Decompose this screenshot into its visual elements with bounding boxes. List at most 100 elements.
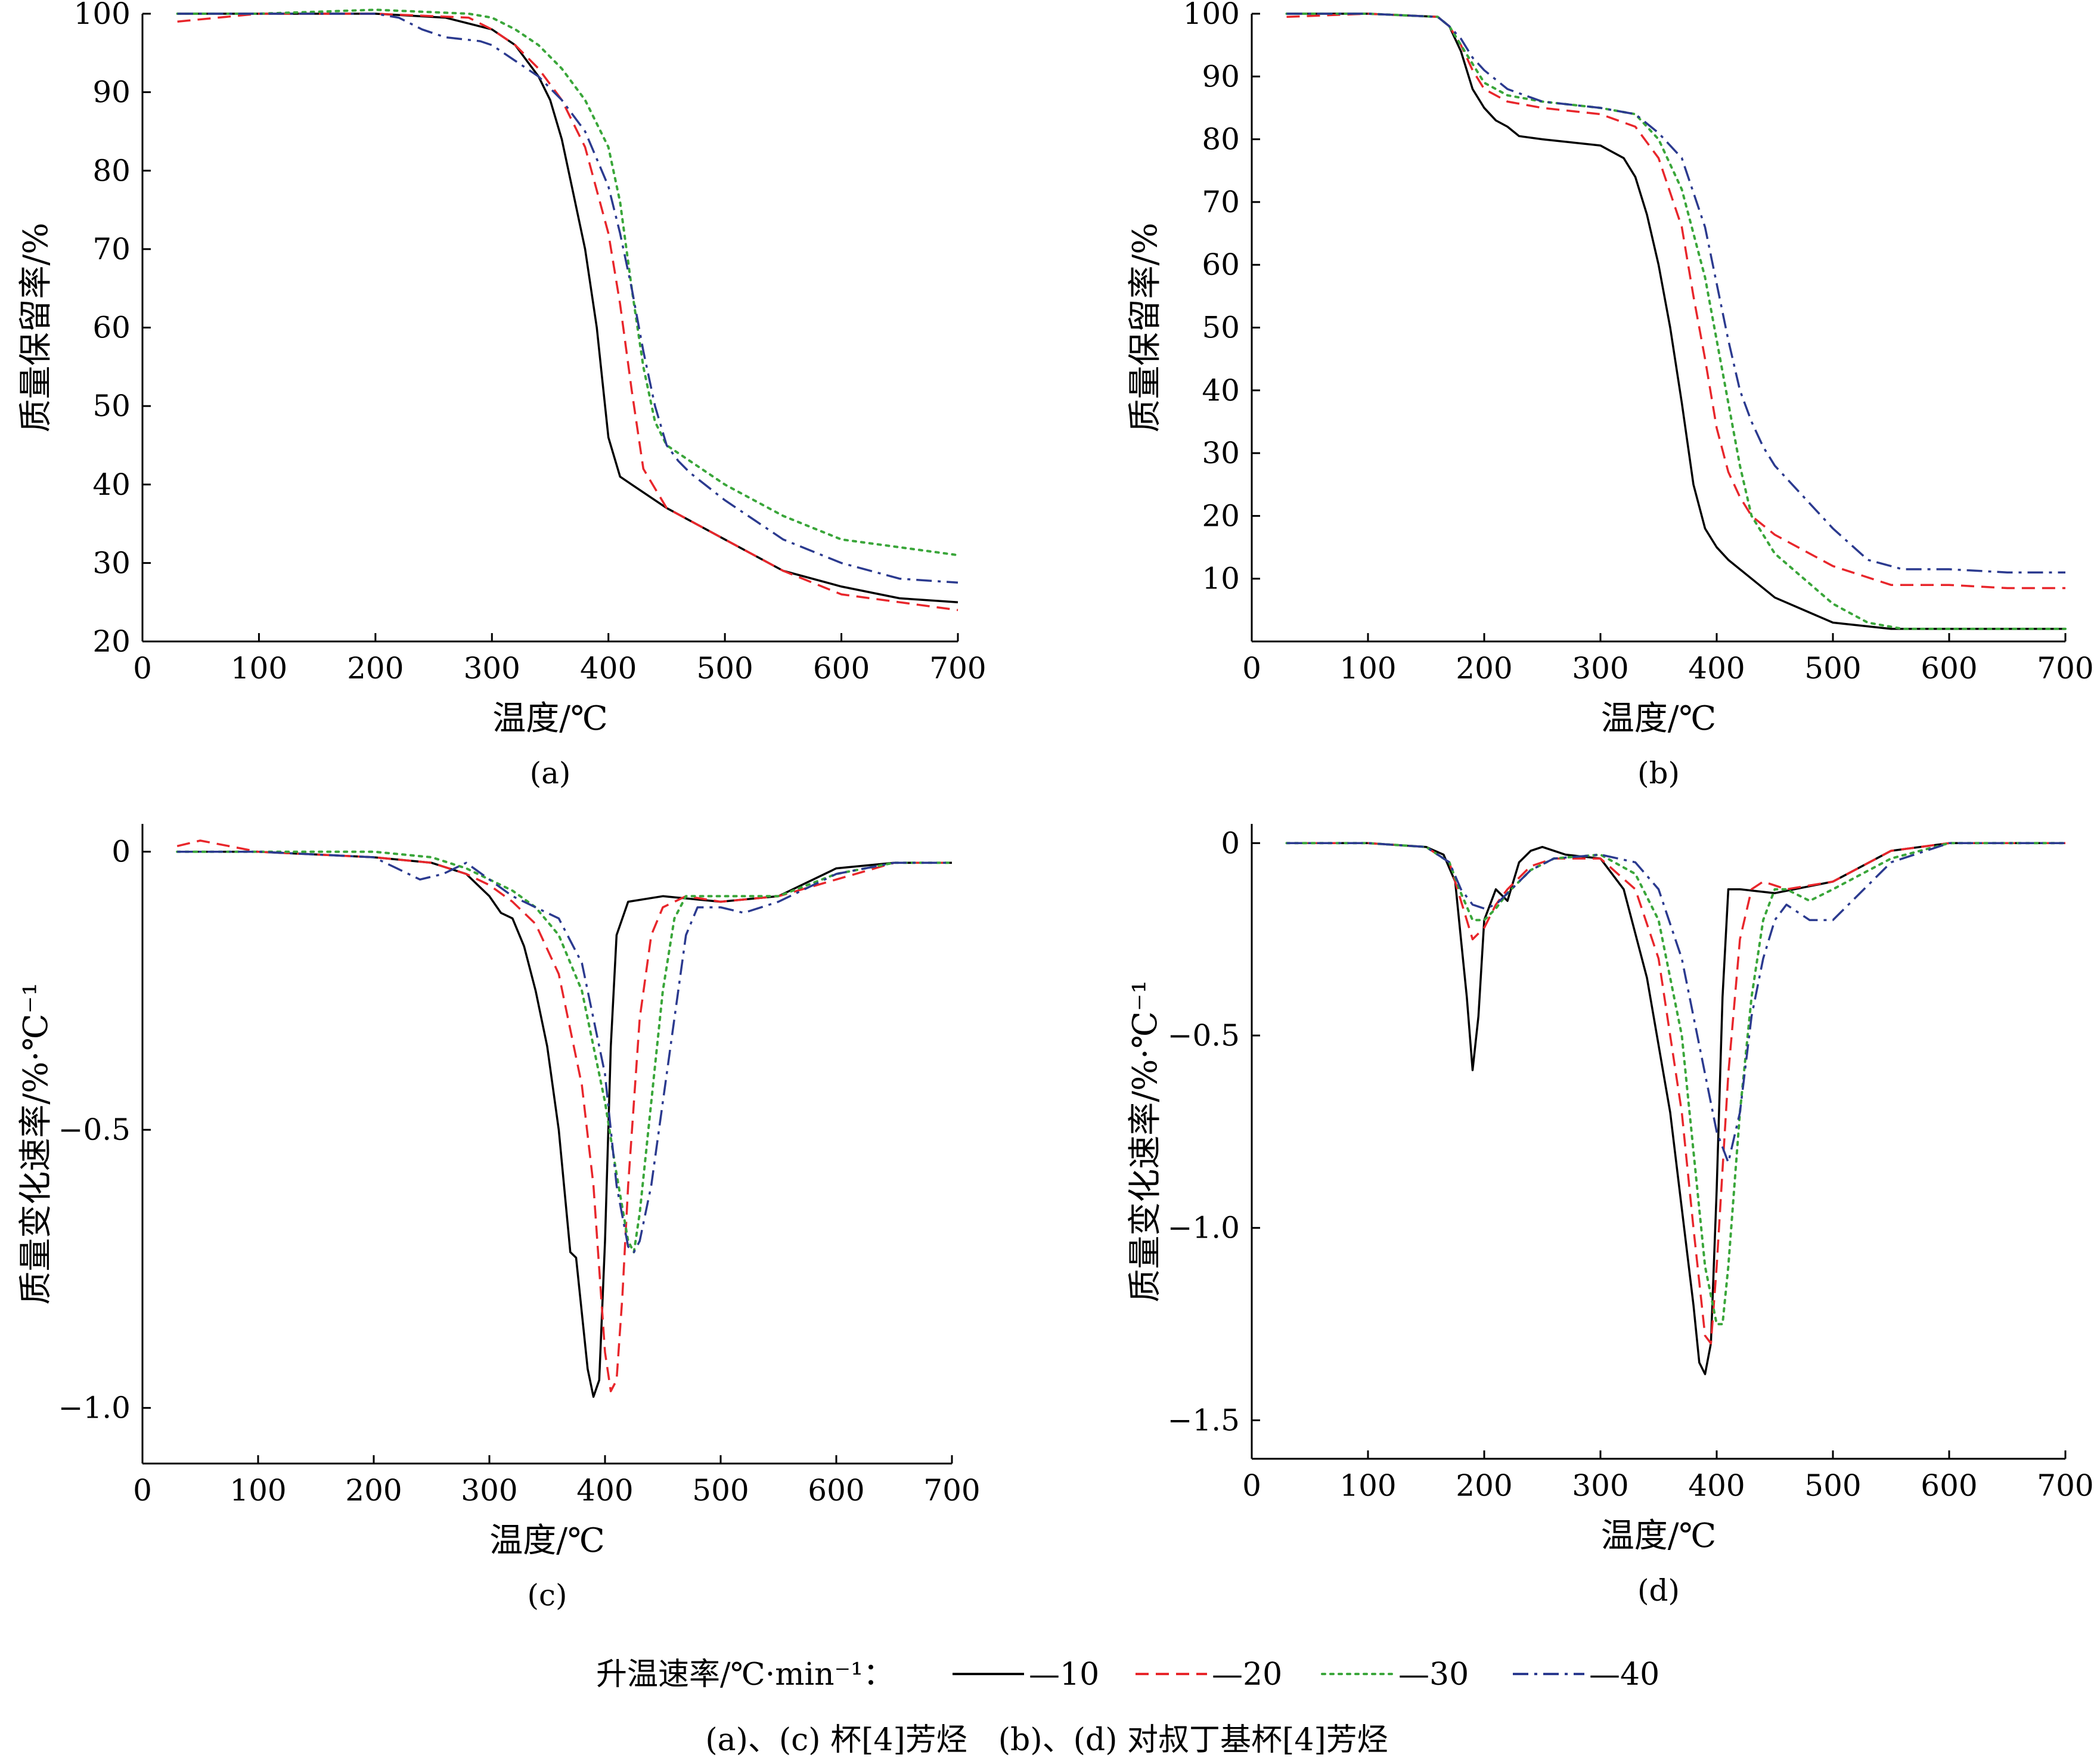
chart-panel-a: 0 100 200 300 400 500 600 700 20 30 40 50 60 70 80 90 10… [17,0,986,790]
legend-entry: —10 [953,1657,1099,1692]
y-tick-label: 90 [1202,59,1240,94]
x-tick-label: 400 [1688,1468,1745,1503]
x-tick-label: 700 [2037,1468,2093,1503]
figure-caption: (a)、(c) 杯[4]芳烃 (b)、(d) 对叔丁基杯[4]芳烃 [705,1722,1388,1758]
y-tick-label: 50 [92,389,131,423]
y-tick-label: −1.5 [1168,1403,1240,1437]
x-tick-label: 400 [580,651,637,686]
y-axis-label: 质量变化速率/%·℃⁻¹ [1126,980,1165,1303]
x-tick-label: 400 [576,1473,633,1508]
x-tick-label: 400 [1688,651,1745,686]
x-tick-label: 500 [696,651,753,686]
y-tick-label: −1.0 [1168,1211,1240,1245]
y-tick-label: 60 [1202,247,1240,282]
y-tick-label: 50 [1202,311,1240,345]
y-tick-label: 40 [92,467,131,502]
y-tick-label: 0 [111,835,131,869]
legend-entry: —30 [1321,1657,1469,1692]
x-axis-label: 温度/℃ [1601,699,1717,738]
x-axis-label: 温度/℃ [489,1521,605,1560]
x-tick-label: 700 [929,651,986,686]
panel-label: (c) [527,1578,567,1613]
x-tick-label: 500 [1804,651,1861,686]
y-tick-label: 30 [92,545,131,580]
y-tick-label: 90 [92,75,131,110]
legend-label: —40 [1589,1657,1659,1692]
x-tick-label: 700 [923,1473,980,1508]
x-tick-label: 600 [813,651,870,686]
legend-label: —10 [1029,1657,1099,1692]
series-line-10 [177,850,952,1398]
y-tick-label: 70 [1202,185,1240,219]
series-line-40 [177,13,958,584]
x-tick-label: 0 [1242,1468,1261,1503]
x-tick-label: 500 [1804,1468,1861,1503]
panel-label: (d) [1637,1573,1680,1608]
y-tick-label: −0.5 [1168,1018,1240,1053]
x-tick-label: 0 [133,1473,152,1508]
chart-panel-b: 0 100 200 300 400 500 600 700 10 20 30 40 50 60 70 80 90… [1126,0,2094,790]
legend-label: —30 [1398,1657,1469,1692]
x-tick-label: 0 [133,651,152,686]
x-tick-label: 600 [1921,651,1977,686]
panel-label: (b) [1637,756,1680,790]
y-tick-label: 20 [92,624,131,659]
series-line-30 [176,8,959,557]
series-line-20 [177,13,958,612]
y-tick-label: 40 [1202,373,1240,408]
x-tick-label: 200 [1456,651,1512,686]
y-tick-label: 70 [92,232,131,266]
y-tick-label: 100 [74,0,131,31]
y-tick-label: 80 [92,153,131,188]
legend-title: 升温速率/℃·min⁻¹： [596,1657,894,1692]
series-line-30 [176,850,953,1254]
chart-panel-c: 0 100 200 300 400 500 600 700 0 −0.5 −1.0 温度/℃ 质量变化速… [17,824,981,1613]
series-line-40 [1286,842,2065,1164]
legend-entry: —20 [1136,1657,1282,1692]
y-tick-label: −1.0 [58,1391,131,1425]
panel-label: (a) [530,756,571,790]
x-tick-label: 300 [1572,651,1628,686]
x-tick-label: 300 [1572,1468,1628,1503]
x-tick-label: 300 [461,1473,517,1508]
series-line-20 [1286,13,2065,590]
y-tick-label: 20 [1202,498,1240,533]
chart-panel-d: 0 100 200 300 400 500 600 700 0 −0.5 −1.0 −1.5 温度/℃ 质… [1126,824,2094,1608]
series-line-10 [1286,842,2065,1375]
series-line-10 [1286,13,2065,630]
x-tick-label: 500 [692,1473,749,1508]
y-axis-label: 质量保留率/% [1126,222,1165,432]
legend-entry: —40 [1513,1657,1659,1692]
x-tick-label: 100 [231,651,287,686]
y-tick-label: 30 [1202,436,1240,470]
y-tick-label: 0 [1221,826,1240,860]
x-tick-label: 200 [1456,1468,1512,1503]
legend-label: —20 [1212,1657,1282,1692]
y-tick-label: 60 [92,311,131,345]
legend: 升温速率/℃·min⁻¹： —10 —20 —30 —40 [596,1657,1659,1692]
series-line-30 [1285,13,2067,630]
x-tick-label: 600 [1921,1468,1977,1503]
x-tick-label: 100 [1339,1468,1396,1503]
y-tick-label: −0.5 [58,1112,131,1147]
x-tick-label: 100 [1339,651,1396,686]
x-tick-label: 100 [229,1473,286,1508]
x-tick-label: 200 [347,651,404,686]
x-tick-label: 200 [345,1473,402,1508]
x-tick-label: 600 [808,1473,864,1508]
x-tick-label: 0 [1242,651,1261,686]
y-axis-label: 质量保留率/% [17,222,55,432]
y-tick-label: 10 [1202,562,1240,596]
x-axis-label: 温度/℃ [1601,1517,1717,1555]
series-line-40 [1286,13,2065,573]
y-tick-label: 80 [1202,122,1240,157]
x-tick-label: 300 [464,651,520,686]
series-line-20 [176,839,952,1393]
series-line-20 [1286,842,2065,1345]
y-axis-label: 质量变化速率/%·℃⁻¹ [17,982,55,1305]
y-tick-label: 100 [1183,0,1240,31]
x-axis-label: 温度/℃ [492,699,608,738]
x-tick-label: 700 [2037,651,2093,686]
series-line-40 [177,850,952,1254]
